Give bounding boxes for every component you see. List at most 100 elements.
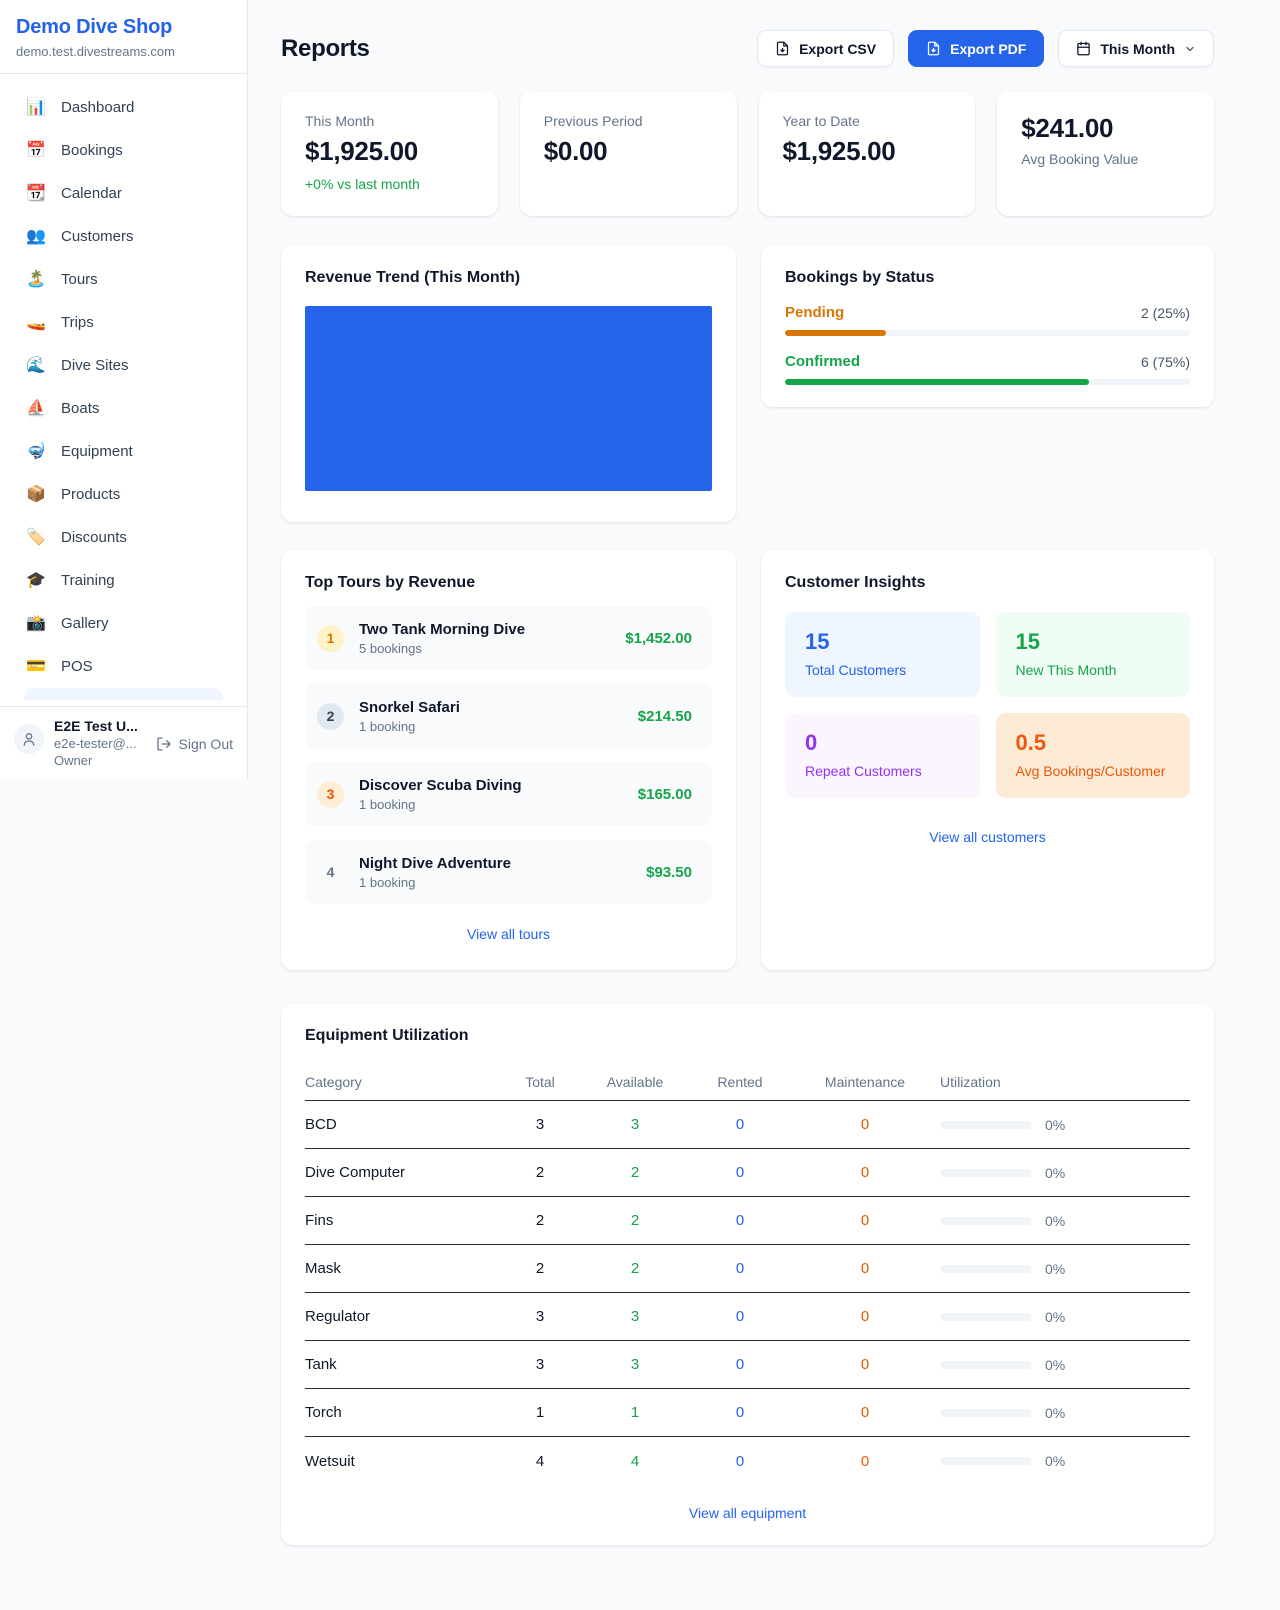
tile-avg-bookings-customer: 0.5 Avg Bookings/Customer [995,713,1190,798]
view-all-equipment-link[interactable]: View all equipment [688,1505,807,1521]
cell-category: BCD [305,1116,337,1133]
sidebar-item-dive-sites[interactable]: 🌊 Dive Sites [12,344,235,387]
charts-row: Revenue Trend (This Month) Bookings by S… [281,245,1214,522]
cell-total: 2 [535,1164,545,1181]
sidebar-nav: 📊 Dashboard 📅 Bookings 📆 Calendar 👥 Cust… [0,74,247,700]
status-bar-fill [785,379,1089,385]
status-count: 2 (25%) [1140,304,1190,321]
cell-utilization: 0% [940,1453,1190,1469]
sidebar-item-label: Products [61,486,121,503]
stat-card-previous-period: Previous Period $0.00 [519,91,737,216]
export-pdf-button[interactable]: Export PDF [908,30,1045,67]
tour-amount: $165.00 [637,785,692,803]
cell-total: 2 [535,1212,545,1229]
stat-label: This Month [305,113,375,129]
sidebar-item-customers[interactable]: 👥 Customers [12,215,235,258]
sidebar-item-discounts[interactable]: 🏷️ Discounts [12,516,235,559]
tour-name: Discover Scuba Diving [359,776,522,794]
speedboat-icon: 🚤 [26,314,46,331]
bookings-by-status-card: Bookings by Status Pending 2 (25%) Confi… [761,245,1214,407]
camera-icon: 📸 [26,615,46,632]
sidebar-item-trips[interactable]: 🚤 Trips [12,301,235,344]
tour-row: 2 Snorkel Safari 1 booking $214.50 [305,684,712,748]
cell-total: 3 [535,1116,545,1133]
bookings-calendar-icon: 📅 [26,142,46,159]
insight-tiles: 15 Total Customers 15 New This Month 0 R… [785,612,1190,798]
cell-maintenance: 0 [860,1116,870,1133]
sidebar-item-training[interactable]: 🎓 Training [12,559,235,602]
user-icon [23,733,35,746]
cell-maintenance: 0 [860,1212,870,1229]
sidebar-item-bookings[interactable]: 📅 Bookings [12,129,235,172]
cell-available: 4 [630,1452,640,1470]
tour-amount: $1,452.00 [625,629,692,647]
sidebar-item-label: Equipment [61,443,133,460]
cell-category: Fins [305,1212,334,1229]
cell-total: 3 [535,1356,545,1373]
cell-available: 2 [630,1260,640,1277]
sign-out-label: Sign Out [178,736,233,752]
tile-new-this-month: 15 New This Month [995,612,1190,697]
stat-delta: +0% vs last month [305,176,420,192]
cell-total: 4 [535,1452,545,1470]
sidebar-item-label: Gallery [61,615,109,632]
sidebar-item-gallery[interactable]: 📸 Gallery [12,602,235,645]
cell-rented: 0 [735,1356,745,1373]
sidebar-item-tours[interactable]: 🏝️ Tours [12,258,235,301]
sidebar-item-label: Customers [61,228,134,245]
calendar-icon: 📆 [26,185,46,202]
sidebar-item-calendar[interactable]: 📆 Calendar [12,172,235,215]
top-tours-card: Top Tours by Revenue 1 Two Tank Morning … [281,550,736,970]
stat-value: $241.00 [1021,113,1114,143]
col-available: Available [606,1073,664,1090]
logout-icon [156,737,171,751]
view-all-customers-link[interactable]: View all customers [929,829,1046,845]
tile-value: 0.5 [1015,730,1047,755]
utilization-percent: 0% [1045,1260,1066,1277]
sidebar-item-products[interactable]: 📦 Products [12,473,235,516]
sidebar-item-label: POS [61,658,93,675]
table-row: Torch 1 1 0 0 0% [305,1389,1190,1437]
sidebar-item-boats[interactable]: ⛵ Boats [12,387,235,430]
cell-maintenance: 0 [860,1356,870,1373]
table-row: Fins 2 2 0 0 0% [305,1197,1190,1245]
file-icon [776,41,789,56]
cell-available: 3 [630,1308,640,1325]
user-panel: E2E Test U... e2e-tester@... Owner Sign … [0,706,247,779]
view-all-tours-link[interactable]: View all tours [466,926,550,942]
status-bar-track [785,379,1190,385]
export-csv-button[interactable]: Export CSV [757,30,895,67]
credit-card-icon: 💳 [26,658,46,675]
tour-bookings: 1 booking [359,718,416,734]
cell-category: Tank [305,1356,337,1373]
sidebar-item-label: Trips [61,314,94,331]
col-total: Total [525,1073,555,1090]
rank-badge: 1 [317,624,344,652]
sidebar-item-label: Boats [61,400,100,417]
table-row: Dive Computer 2 2 0 0 0% [305,1149,1190,1197]
sidebar-item-dashboard[interactable]: 📊 Dashboard [12,86,235,129]
cell-available: 2 [630,1212,640,1229]
utilization-percent: 0% [1045,1404,1066,1421]
tour-amount: $93.50 [646,863,692,881]
sidebar-item-reports-partial[interactable] [24,688,223,700]
cell-rented: 0 [735,1212,745,1229]
tour-name: Snorkel Safari [359,698,460,716]
utilization-bar [940,1264,1032,1273]
stat-card-year-to-date: Year to Date $1,925.00 [758,91,976,216]
sidebar-item-label: Tours [61,271,98,288]
sidebar-item-equipment[interactable]: 🤿 Equipment [12,430,235,473]
header-actions: Export CSV Export PDF This Month [757,30,1214,67]
col-category: Category [305,1073,362,1090]
sign-out-button[interactable]: Sign Out [156,736,233,752]
period-dropdown[interactable]: This Month [1058,30,1214,67]
cell-available: 1 [630,1404,640,1421]
utilization-percent: 0% [1045,1356,1066,1373]
sidebar-item-pos[interactable]: 💳 POS [12,645,235,688]
stat-label: Year to Date [782,113,860,129]
status-bar-track [785,330,1190,336]
utilization-bar [940,1168,1032,1177]
utilization-bar [940,1312,1032,1321]
table-row: Tank 3 3 0 0 0% [305,1341,1190,1389]
tag-icon: 🏷️ [26,529,46,546]
